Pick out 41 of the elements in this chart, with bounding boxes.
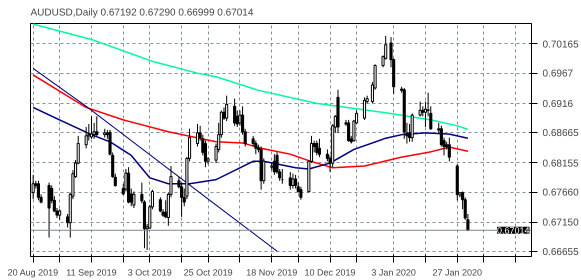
candlestick: [448, 137, 451, 162]
candlestick: [225, 95, 228, 122]
candlestick: [418, 101, 422, 117]
candlestick: [58, 208, 62, 220]
y-tick-label: 0.68665: [542, 128, 580, 140]
candlestick: [233, 98, 236, 126]
x-tick-label: 3 Jan 2020: [371, 268, 416, 278]
candlestick: [318, 138, 321, 158]
y-tick-label: 0.70165: [542, 39, 580, 50]
y-tick-label: 0.6967: [542, 68, 574, 80]
ref-line-label: 0.67014: [496, 226, 530, 236]
candlestick: [196, 124, 200, 148]
candlestick: [254, 140, 258, 155]
y-tick-label: 0.67660: [542, 188, 580, 199]
candlestick: [410, 112, 414, 142]
y-tick-label: 0.6916: [542, 98, 574, 110]
x-tick-label: 20 Aug 2019: [8, 268, 58, 278]
y-tick-label: 0.67150: [542, 218, 580, 229]
candlestick: [362, 96, 366, 120]
candlestick: [95, 116, 98, 136]
candlestick: [158, 196, 162, 213]
candlestick: [315, 140, 318, 156]
x-tick-label: 10 Dec 2019: [304, 268, 356, 278]
candlestick: [90, 116, 94, 140]
x-tick-label: 3 Oct 2019: [128, 268, 172, 278]
line-series: [32, 24, 469, 130]
candlestick: [347, 119, 350, 142]
candlestick: [132, 190, 136, 209]
y-tick-label: 0.68155: [542, 158, 580, 170]
chart-title: AUDUSD,Daily 0.67192 0.67290 0.66999 0.67014: [30, 8, 254, 18]
x-tick-label: 11 Sep 2019: [66, 268, 117, 278]
x-tick-label: 27 Jan 2020: [432, 268, 482, 278]
x-tick-label: 18 Nov 2019: [246, 268, 298, 278]
candlestick: [288, 171, 292, 190]
x-tick-label: 25 Oct 2019: [184, 268, 233, 278]
candlestick: [36, 180, 40, 201]
candlestick: [299, 186, 302, 200]
candlestick: [294, 174, 298, 189]
candlestick: [84, 126, 88, 149]
y-tick-label: 0.66655: [542, 246, 580, 258]
line-series: [32, 74, 469, 169]
